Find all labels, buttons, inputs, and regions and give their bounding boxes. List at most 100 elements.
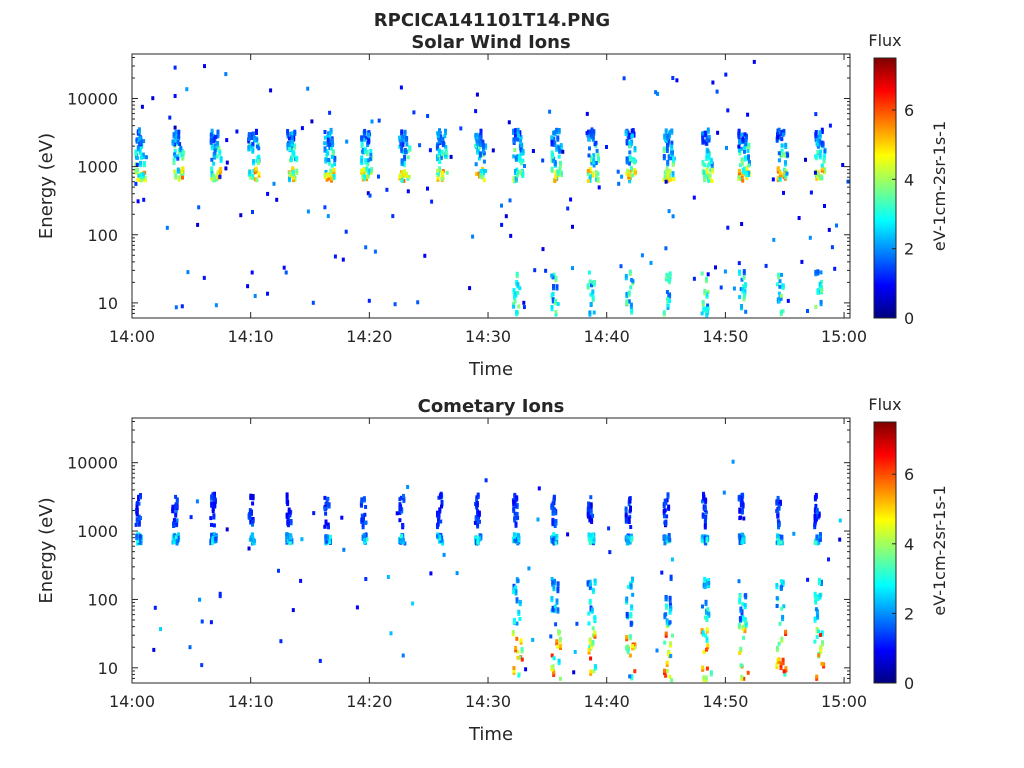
heatmap-cell	[628, 499, 632, 504]
heatmap-cell	[210, 146, 214, 151]
heatmap-cell	[443, 134, 447, 139]
colorbar-tick-label: 4	[904, 535, 914, 554]
heatmap-cell	[398, 497, 402, 502]
heatmap-cell	[739, 646, 743, 651]
heatmap-cell	[703, 523, 707, 528]
heatmap-cell	[174, 305, 178, 310]
heatmap-cell	[741, 492, 745, 497]
heatmap-cell	[777, 275, 781, 279]
heatmap-cell	[820, 630, 824, 635]
heatmap-cell	[512, 131, 516, 135]
heatmap-cell	[327, 504, 331, 509]
heatmap-cell	[704, 515, 708, 520]
heatmap-cell	[247, 136, 251, 141]
colorbar-title: Flux	[868, 395, 901, 414]
heatmap-cell	[817, 577, 821, 582]
heatmap-cell	[706, 645, 710, 650]
heatmap-cell	[174, 129, 178, 134]
heatmap-cell	[437, 512, 441, 517]
heatmap-cell	[516, 170, 519, 175]
heatmap-cell	[330, 174, 334, 179]
y-tick-label: 10000	[67, 90, 118, 109]
heatmap-cell	[395, 511, 399, 516]
heatmap-cell	[400, 159, 404, 164]
heatmap-cell	[781, 614, 785, 619]
heatmap-cell	[252, 541, 256, 546]
heatmap-cell	[291, 608, 295, 613]
heatmap-cell	[626, 132, 630, 137]
heatmap-cell	[668, 273, 672, 278]
heatmap-cell	[287, 136, 291, 141]
heatmap-cell	[211, 175, 215, 180]
x-tick-label: 14:50	[702, 327, 748, 346]
heatmap-cell	[198, 597, 202, 602]
heatmap-cell	[365, 166, 369, 171]
heatmap-cell	[363, 176, 367, 181]
heatmap-cell	[587, 534, 591, 539]
heatmap-cell	[705, 638, 709, 643]
heatmap-cell	[531, 149, 535, 153]
heatmap-cell	[672, 177, 676, 182]
heatmap-cell	[512, 534, 516, 539]
heatmap-cell	[670, 557, 674, 562]
heatmap-cell	[726, 225, 730, 230]
heatmap-cell	[437, 148, 441, 153]
heatmap-cell	[361, 175, 365, 180]
heatmap-cell	[360, 135, 364, 140]
heatmap-cell	[286, 499, 290, 504]
heatmap-cell	[664, 595, 668, 599]
heatmap-cell	[175, 539, 179, 544]
heatmap-cell	[738, 616, 742, 621]
heatmap-cell	[705, 627, 709, 632]
heatmap-cell	[823, 204, 826, 208]
heatmap-cell	[742, 635, 746, 640]
heatmap-cell	[707, 156, 711, 161]
heatmap-cell	[664, 631, 668, 636]
heatmap-cell	[180, 170, 184, 175]
heatmap-cell	[671, 633, 674, 638]
heatmap-cell	[655, 648, 659, 653]
heatmap-cell	[703, 576, 707, 581]
heatmap-cell	[707, 178, 711, 183]
heatmap-cell	[295, 158, 299, 163]
heatmap-cell	[438, 495, 442, 500]
heatmap-cell	[135, 512, 139, 517]
heatmap-cell	[668, 620, 672, 625]
heatmap-cell	[552, 672, 556, 677]
heatmap-cell	[251, 516, 255, 521]
plot-area	[132, 418, 850, 683]
heatmap-cell	[819, 299, 823, 304]
heatmap-cell	[625, 299, 629, 304]
heatmap-cell	[401, 140, 405, 145]
heatmap-cell	[516, 137, 520, 142]
heatmap-cell	[705, 157, 709, 161]
heatmap-cell	[474, 162, 478, 167]
heatmap-cell	[323, 148, 327, 153]
heatmap-cell	[737, 535, 741, 540]
heatmap-cell	[589, 135, 593, 140]
heatmap-cell	[775, 585, 779, 590]
heatmap-cell	[592, 160, 596, 165]
heatmap-cell	[666, 492, 670, 497]
heatmap-cell	[365, 152, 369, 157]
heatmap-cell	[666, 171, 670, 176]
heatmap-cell	[702, 494, 706, 499]
heatmap-cell	[782, 172, 786, 177]
heatmap-cell	[778, 621, 782, 626]
heatmap-cell	[403, 154, 407, 159]
heatmap-cell	[438, 509, 442, 514]
heatmap-cell	[408, 145, 412, 150]
heatmap-cell	[741, 287, 745, 292]
heatmap-cell	[552, 669, 556, 674]
heatmap-cell	[595, 177, 598, 182]
heatmap-cell	[588, 598, 592, 603]
heatmap-cell	[813, 618, 817, 623]
heatmap-cell	[515, 271, 519, 276]
heatmap-cell	[706, 149, 710, 154]
heatmap-cell	[631, 646, 634, 651]
heatmap-cell	[588, 137, 591, 142]
heatmap-cell	[363, 540, 366, 545]
heatmap-cell	[331, 140, 335, 145]
heatmap-cell	[742, 295, 746, 299]
heatmap-cell	[629, 620, 633, 625]
